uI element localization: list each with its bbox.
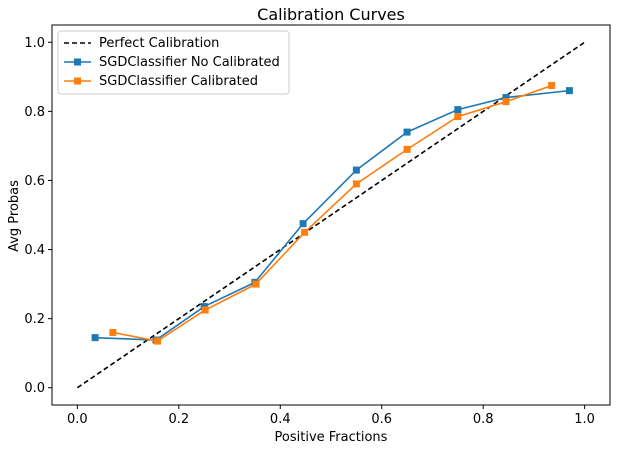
y-axis-label: Avg Probas [7, 180, 22, 252]
x-tick-label: 0.0 [67, 412, 88, 427]
data-point [502, 98, 510, 106]
data-point [109, 328, 117, 336]
data-point [154, 337, 162, 345]
legend-label-no-calibrated: SGDClassifier No Calibrated [99, 55, 280, 70]
legend-item-calibrated: SGDClassifier Calibrated [64, 74, 258, 89]
series-0 [76, 41, 586, 389]
data-point [403, 128, 411, 136]
x-tick-label: 0.4 [270, 412, 291, 427]
data-point [301, 228, 309, 236]
data-point [352, 166, 360, 174]
y-tick-label: 0.2 [24, 312, 45, 327]
y-tick-label: 0.0 [24, 381, 45, 396]
series-2 [109, 81, 556, 345]
x-axis: 0.0 0.2 0.4 0.6 0.8 1.0 [67, 405, 595, 427]
x-tick-label: 0.6 [371, 412, 392, 427]
data-point [299, 220, 307, 228]
data-point [565, 87, 573, 95]
y-tick-label: 0.8 [24, 105, 45, 120]
data-point [454, 106, 462, 114]
chart-title: Calibration Curves [257, 5, 405, 24]
data-point [454, 113, 462, 121]
legend-label-calibrated: SGDClassifier Calibrated [99, 74, 258, 89]
x-axis-label: Positive Fractions [275, 430, 388, 445]
series-line [95, 89, 570, 341]
y-tick-label: 0.4 [24, 243, 45, 258]
axes-frame [51, 24, 611, 406]
data-point [201, 306, 209, 314]
data-point [91, 334, 99, 342]
legend-marker-calibrated [74, 77, 81, 85]
y-axis: 0.0 0.2 0.4 0.6 0.8 1.0 [24, 36, 52, 396]
data-point [502, 94, 510, 102]
plot-area: 0.0 0.2 0.4 0.6 0.8 1.0 0.0 0.2 0.4 0.6 0.8 1.0 [24, 24, 611, 427]
series-line [112, 84, 552, 342]
x-tick-label: 1.0 [574, 412, 595, 427]
data-point [352, 180, 360, 188]
legend-item-no-calibrated: SGDClassifier No Calibrated [64, 55, 280, 70]
y-tick-label: 1.0 [24, 36, 45, 51]
data-point [252, 280, 260, 288]
legend-item-perfect-calibration: Perfect Calibration [64, 36, 219, 51]
series-line [76, 41, 586, 389]
legend-marker-no-calibrated [74, 58, 81, 66]
data-point [548, 81, 556, 89]
series-layer [76, 41, 586, 389]
data-point [403, 145, 411, 153]
legend-box [57, 30, 290, 95]
x-tick-label: 0.2 [168, 412, 189, 427]
x-tick-label: 0.8 [473, 412, 494, 427]
legend-label-perfect-calibration: Perfect Calibration [99, 36, 219, 51]
legend: Perfect Calibration SGDClassifier No Cal… [57, 30, 290, 95]
y-tick-label: 0.6 [24, 174, 45, 189]
